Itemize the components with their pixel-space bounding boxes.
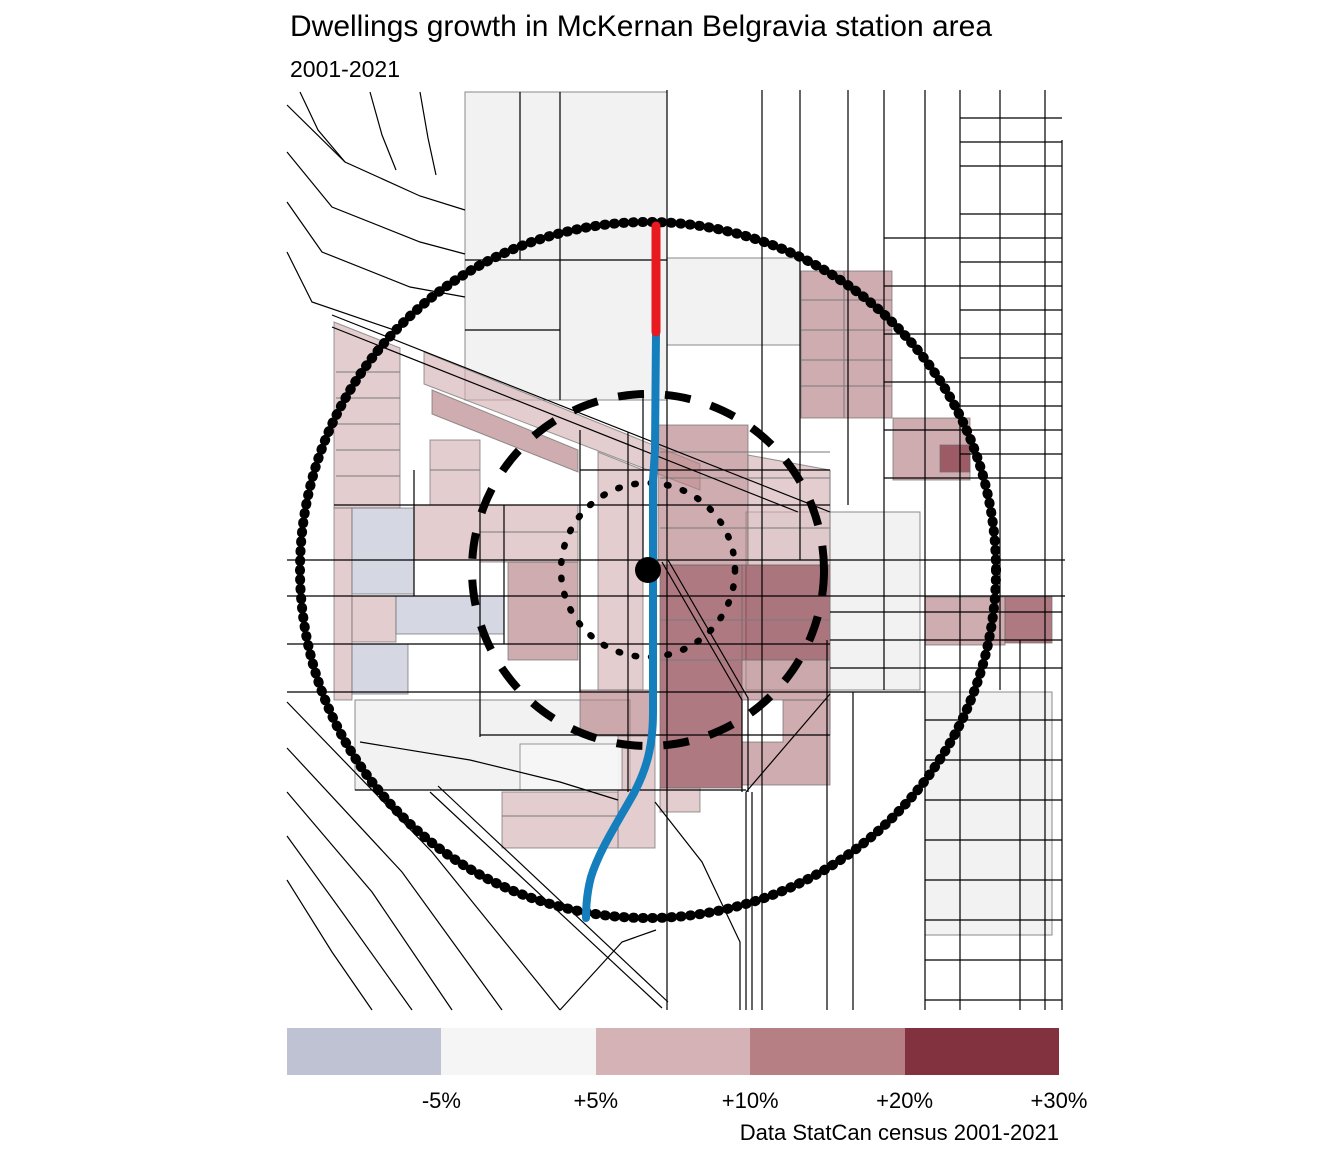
street-line [286,701,561,1011]
census-block-stable [519,743,623,791]
street-line [299,91,346,163]
parcel-block [924,691,1053,936]
street-line [286,151,466,255]
walkshed-middle-dashed [468,390,828,750]
legend-tick-label: +5% [573,1088,619,1113]
census-block-growth-low [351,595,397,643]
legend-swatch-stable [441,1028,596,1075]
street-line [286,879,373,1011]
street-line [286,791,453,1011]
census-block-growth-mid [579,689,656,737]
census-block-growth-mid [507,561,579,661]
lrt-line [582,328,660,922]
street-line [359,741,619,801]
parcel-block [666,257,801,346]
street-line [661,561,743,792]
street-line [419,91,437,176]
street-line [286,747,503,1011]
station-point [635,557,661,583]
census-block-growth-low [429,439,481,506]
census-block-growth-low [659,787,701,813]
street-line [437,785,669,1003]
street-line [286,201,466,298]
census-block-decline [395,595,505,635]
census-block-decline [351,507,415,595]
census-block-growth-high [741,564,831,661]
legend-tick-label: +30% [1030,1088,1088,1113]
census-block-growth-high [939,444,971,473]
street-line [667,559,749,792]
legend-swatch-growth-low [595,1028,751,1075]
street-line [369,91,397,171]
legend-tick-label: +10% [721,1088,779,1113]
walkshed-outer-solid [295,217,1001,923]
street-line [745,693,831,793]
street-line [331,314,831,513]
legend-swatch-growth-high [904,1028,1059,1075]
census-block-growth-low [479,504,579,563]
census-block-growth-mid [800,270,893,419]
walkshed-inner-dotted [557,479,739,661]
street-line [331,326,799,513]
census-block-decline [351,643,409,695]
street-line [286,835,413,1011]
legend-swatch-decline [287,1028,442,1075]
figure-subtitle: 2001-2021 [290,56,400,82]
legend-swatch-growth-mid [750,1028,905,1075]
census-block-growth-high [659,564,743,789]
census-block-growth-high [1004,596,1053,644]
parcel-block [464,91,668,401]
legend-tick-label: +20% [876,1088,934,1113]
street-line [286,251,401,333]
street-line [286,104,466,211]
census-block-growth-mid [431,389,579,473]
census-block-growth-mid [657,424,749,566]
street-line [559,929,657,1011]
street-line [654,801,741,1010]
figure-title: Dwellings growth in McKernan Belgravia s… [290,10,993,43]
census-block-growth-low [501,791,619,849]
census-block-growth-low [333,507,353,701]
data-source-caption: Data StatCan census 2001-2021 [739,1120,1059,1145]
legend-tick-label: -5% [421,1088,461,1113]
